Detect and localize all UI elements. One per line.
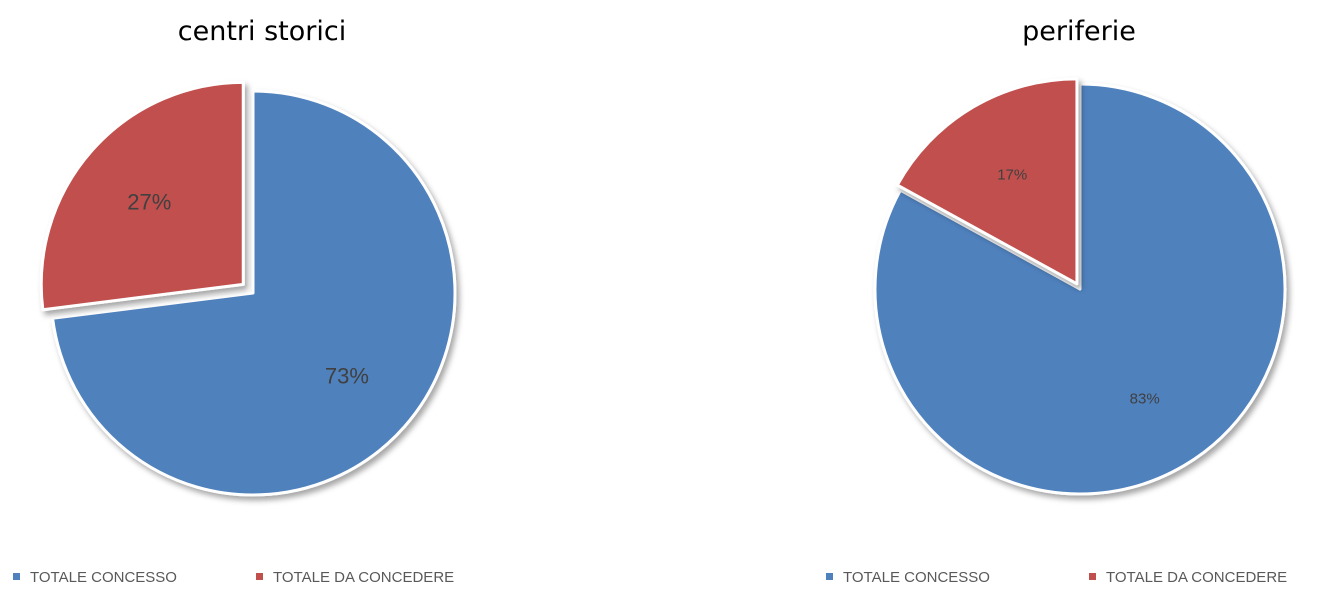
pie-chart-centri-storici: centri storici 73% 27% TOTALE CONCESSO TO… [13,16,457,586]
legend-label-totale-concesso: TOTALE CONCESSO [843,569,990,586]
chart-title: periferie [1022,16,1136,47]
legend-label-totale-da-concedere: TOTALE DA CONCEDERE [1106,569,1287,586]
pie-chart-periferie: periferie 83% 17% TOTALE CONCESSO TOTALE … [826,16,1287,586]
chart-title: centri storici [178,16,346,47]
chart-legend: TOTALE CONCESSO TOTALE DA CONCEDERE [13,569,454,586]
pie-slices [39,80,457,497]
legend-swatch-totale-da-concedere [256,573,263,580]
pie-slice-totale-da-concedere [895,77,1079,286]
legend-label-totale-da-concedere: TOTALE DA CONCEDERE [273,569,454,586]
pie-slices [873,77,1287,496]
pie-slice-label-totale-da-concedere: 17% [997,167,1027,184]
legend-swatch-totale-concesso [13,573,20,580]
pie-slice-label-totale-concesso: 73% [325,364,369,389]
pie-slice-label-totale-da-concedere: 27% [127,189,171,214]
pie-slice-labels: 83% 17% [997,167,1159,408]
chart-legend: TOTALE CONCESSO TOTALE DA CONCEDERE [826,569,1287,586]
legend-swatch-totale-da-concedere [1089,573,1096,580]
pie-slice-label-totale-concesso: 83% [1130,391,1160,408]
pie-slice-labels: 73% 27% [127,189,369,388]
legend-label-totale-concesso: TOTALE CONCESSO [30,569,177,586]
pie-slice-totale-da-concedere [39,80,245,312]
pie-slice-totale-concesso [51,89,457,497]
legend-swatch-totale-concesso [826,573,833,580]
pie-slice-totale-concesso [873,82,1287,496]
